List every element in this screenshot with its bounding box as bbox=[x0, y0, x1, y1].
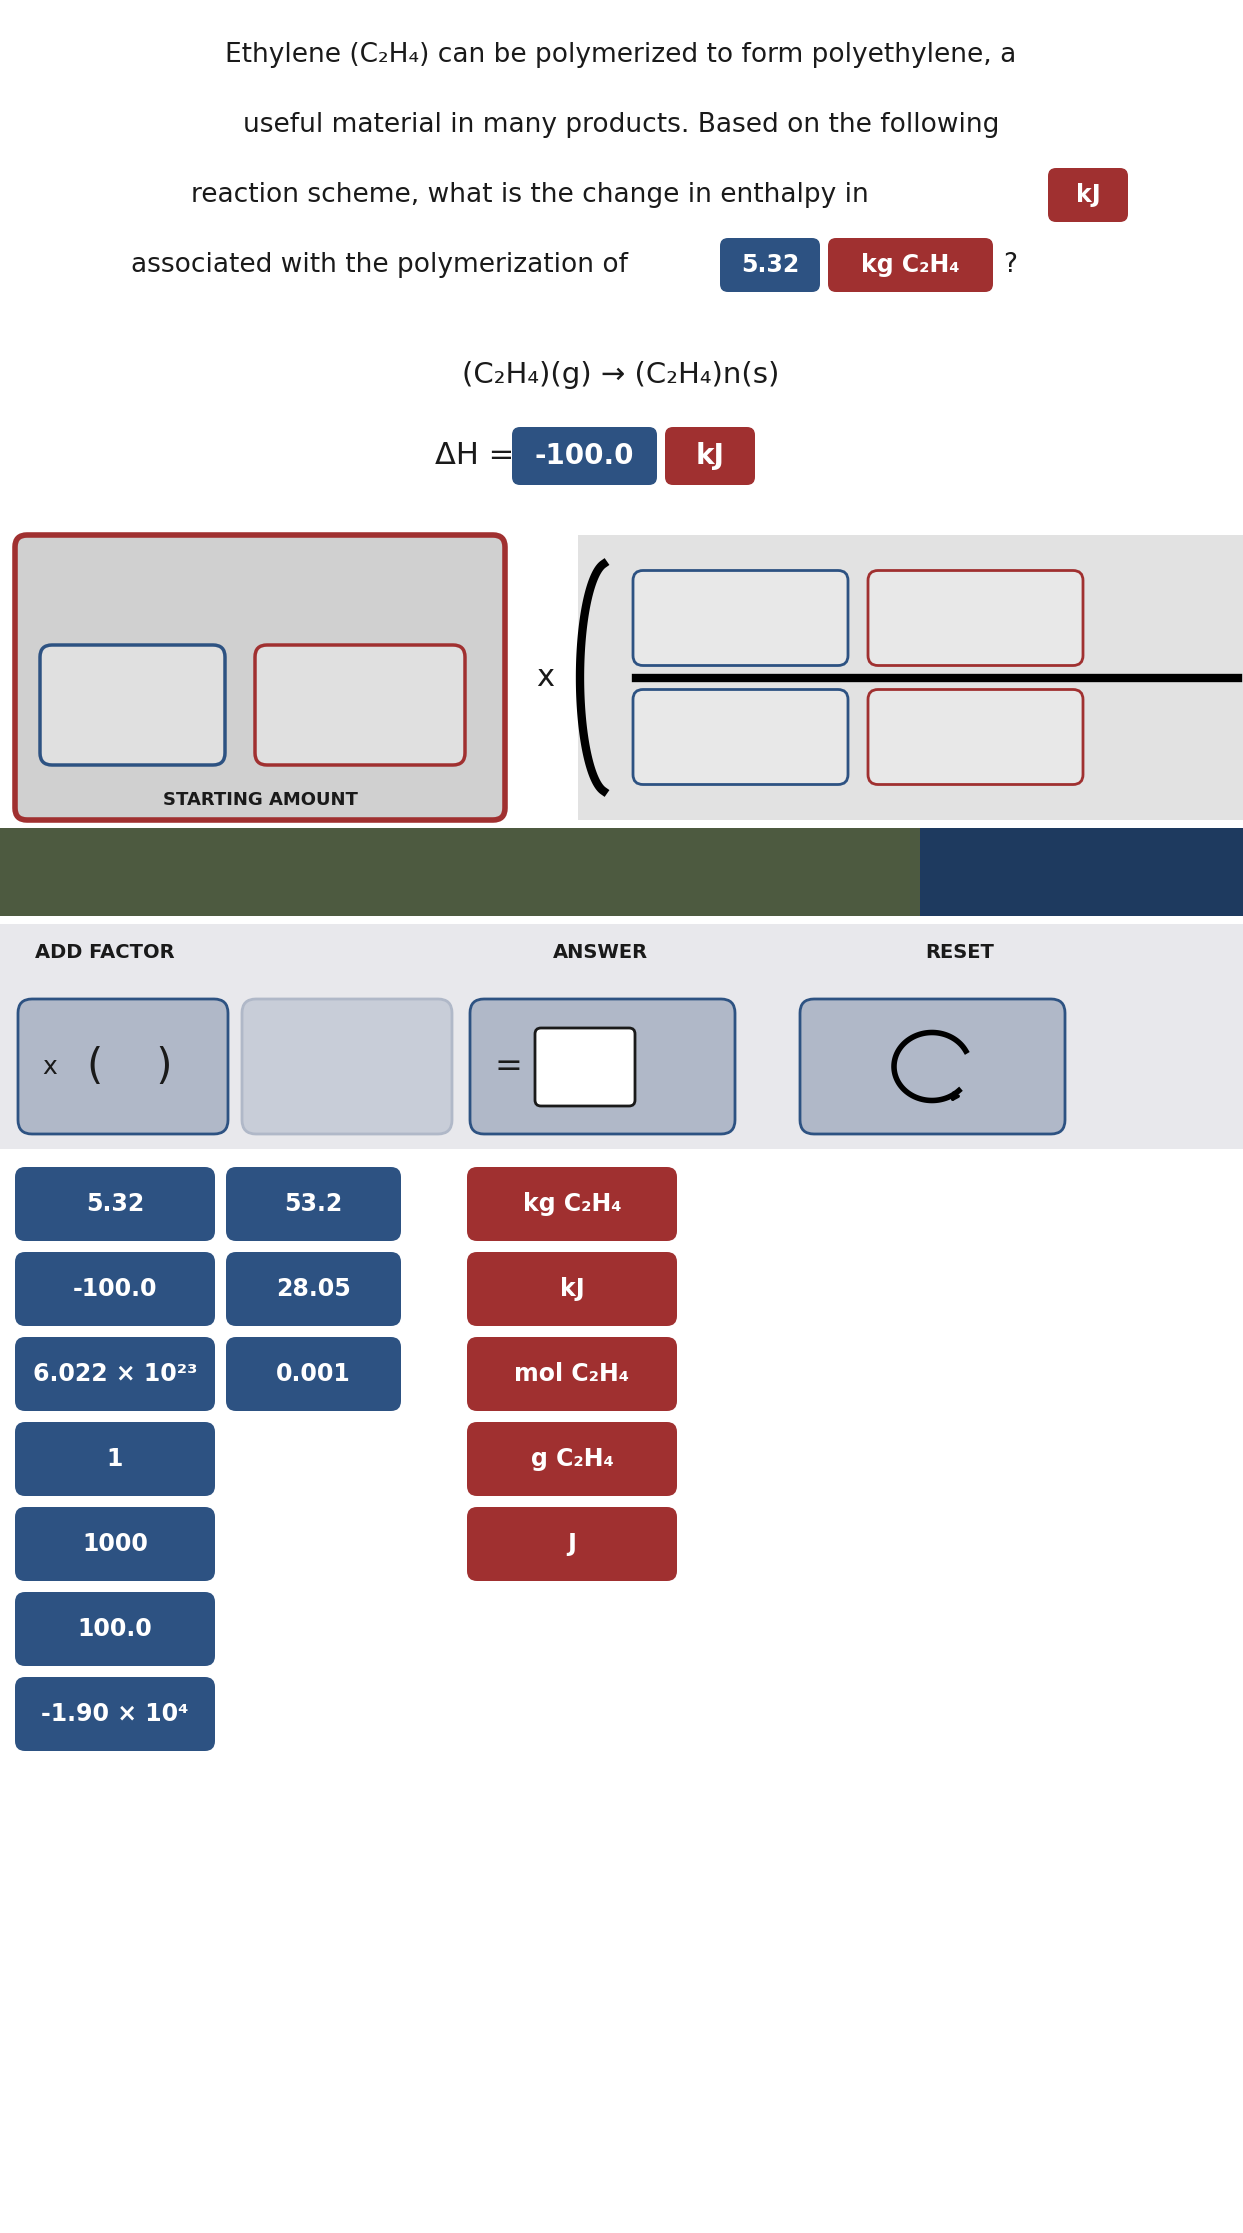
FancyBboxPatch shape bbox=[15, 536, 505, 820]
Text: ADD FACTOR: ADD FACTOR bbox=[35, 942, 175, 962]
FancyBboxPatch shape bbox=[470, 998, 735, 1134]
FancyBboxPatch shape bbox=[800, 998, 1065, 1134]
Text: Ethylene (C₂H₄) can be polymerized to form polyethylene, a: Ethylene (C₂H₄) can be polymerized to fo… bbox=[225, 42, 1017, 67]
Text: =: = bbox=[493, 1050, 522, 1083]
FancyBboxPatch shape bbox=[15, 1168, 215, 1242]
FancyBboxPatch shape bbox=[868, 690, 1083, 784]
Text: kJ: kJ bbox=[559, 1277, 584, 1302]
FancyBboxPatch shape bbox=[578, 536, 1243, 820]
FancyBboxPatch shape bbox=[15, 1338, 215, 1411]
Text: RESET: RESET bbox=[926, 942, 994, 962]
Text: 6.022 × 10²³: 6.022 × 10²³ bbox=[32, 1362, 198, 1387]
Text: reaction scheme, what is the change in enthalpy in: reaction scheme, what is the change in e… bbox=[191, 183, 869, 208]
Text: mol C₂H₄: mol C₂H₄ bbox=[515, 1362, 629, 1387]
Text: ΔH =: ΔH = bbox=[435, 440, 515, 469]
Text: (    ): ( ) bbox=[87, 1045, 173, 1087]
Text: 53.2: 53.2 bbox=[285, 1192, 343, 1217]
Text: useful material in many products. Based on the following: useful material in many products. Based … bbox=[242, 112, 999, 138]
FancyBboxPatch shape bbox=[15, 1677, 215, 1751]
Text: 100.0: 100.0 bbox=[77, 1617, 153, 1641]
FancyBboxPatch shape bbox=[467, 1422, 677, 1496]
Text: kJ: kJ bbox=[696, 442, 725, 469]
FancyBboxPatch shape bbox=[0, 828, 920, 916]
FancyBboxPatch shape bbox=[255, 645, 465, 766]
Text: kg C₂H₄: kg C₂H₄ bbox=[861, 252, 960, 277]
FancyBboxPatch shape bbox=[15, 1592, 215, 1666]
FancyBboxPatch shape bbox=[467, 1507, 677, 1581]
FancyBboxPatch shape bbox=[920, 828, 1243, 916]
Text: 0.001: 0.001 bbox=[276, 1362, 351, 1387]
FancyBboxPatch shape bbox=[15, 1507, 215, 1581]
Text: STARTING AMOUNT: STARTING AMOUNT bbox=[163, 790, 358, 808]
FancyBboxPatch shape bbox=[512, 427, 658, 485]
FancyBboxPatch shape bbox=[720, 239, 820, 293]
FancyBboxPatch shape bbox=[15, 1253, 215, 1326]
FancyBboxPatch shape bbox=[467, 1253, 677, 1326]
Text: J: J bbox=[568, 1532, 577, 1556]
Text: g C₂H₄: g C₂H₄ bbox=[531, 1447, 614, 1472]
FancyBboxPatch shape bbox=[1048, 167, 1127, 221]
FancyBboxPatch shape bbox=[534, 1027, 635, 1105]
FancyBboxPatch shape bbox=[633, 569, 848, 665]
FancyBboxPatch shape bbox=[0, 924, 1243, 1150]
Text: 1000: 1000 bbox=[82, 1532, 148, 1556]
Text: 5.32: 5.32 bbox=[741, 252, 799, 277]
Text: 28.05: 28.05 bbox=[276, 1277, 351, 1302]
FancyBboxPatch shape bbox=[15, 1422, 215, 1496]
Text: -100.0: -100.0 bbox=[534, 442, 634, 469]
Text: -1.90 × 10⁴: -1.90 × 10⁴ bbox=[41, 1702, 189, 1726]
Text: -100.0: -100.0 bbox=[73, 1277, 158, 1302]
FancyBboxPatch shape bbox=[17, 998, 227, 1134]
Text: 1: 1 bbox=[107, 1447, 123, 1472]
Text: (C₂H₄)(g) → (C₂H₄)n(s): (C₂H₄)(g) → (C₂H₄)n(s) bbox=[462, 362, 779, 389]
Text: ANSWER: ANSWER bbox=[552, 942, 648, 962]
FancyBboxPatch shape bbox=[40, 645, 225, 766]
FancyBboxPatch shape bbox=[226, 1338, 401, 1411]
Text: associated with the polymerization of: associated with the polymerization of bbox=[132, 252, 629, 277]
FancyBboxPatch shape bbox=[226, 1168, 401, 1242]
FancyBboxPatch shape bbox=[665, 427, 755, 485]
Text: kg C₂H₄: kg C₂H₄ bbox=[523, 1192, 622, 1217]
FancyBboxPatch shape bbox=[226, 1253, 401, 1326]
FancyBboxPatch shape bbox=[828, 239, 993, 293]
FancyBboxPatch shape bbox=[868, 569, 1083, 665]
FancyBboxPatch shape bbox=[467, 1338, 677, 1411]
Text: 5.32: 5.32 bbox=[86, 1192, 144, 1217]
Text: ?: ? bbox=[1003, 252, 1017, 277]
FancyBboxPatch shape bbox=[467, 1168, 677, 1242]
Text: kJ: kJ bbox=[1075, 183, 1100, 208]
FancyBboxPatch shape bbox=[633, 690, 848, 784]
Text: x: x bbox=[42, 1054, 57, 1079]
FancyBboxPatch shape bbox=[242, 998, 452, 1134]
Text: x: x bbox=[536, 663, 554, 692]
